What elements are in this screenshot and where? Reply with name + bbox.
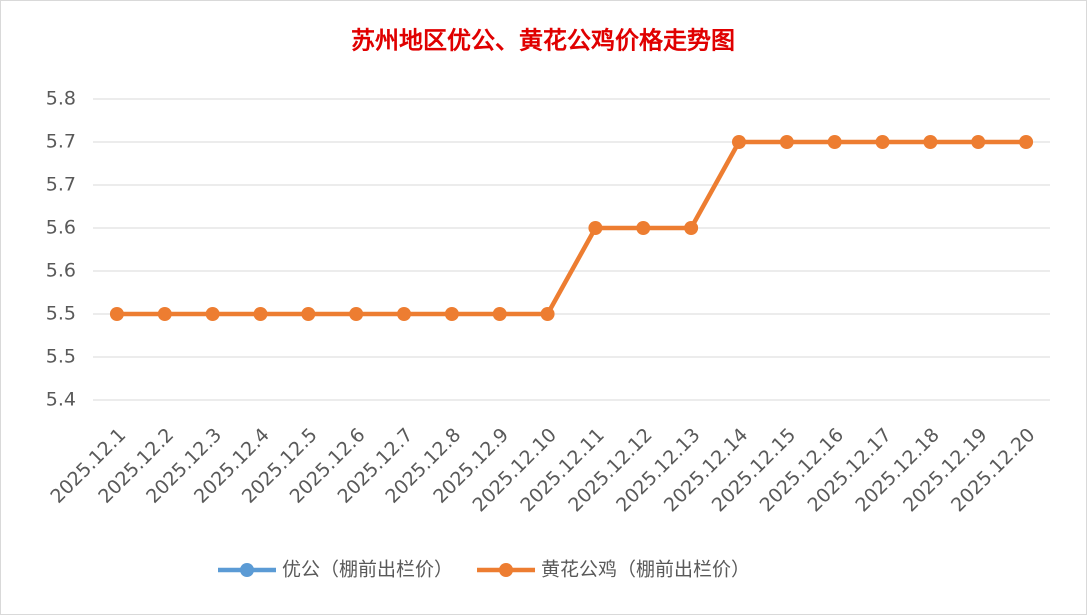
data-point [205,307,220,321]
y-tick-label: 5.5 [46,303,76,325]
y-tick-label: 5.7 [46,131,76,153]
data-point [397,307,412,321]
y-tick-label: 5.5 [46,346,76,368]
chart-title: 苏州地区优公、黄花公鸡价格走势图 [351,26,735,55]
series-line [116,139,1027,317]
data-point [971,135,986,149]
data-point [301,307,316,321]
y-tick-label: 5.6 [46,260,76,282]
data-point [731,135,746,149]
data-point [636,221,651,235]
data-point [109,307,124,321]
y-tick-label: 5.7 [46,174,76,196]
data-point [1019,135,1034,149]
data-point [923,135,938,149]
data-point [540,307,555,321]
data-point [444,307,459,321]
y-tick-label: 5.4 [46,389,76,411]
data-point [253,307,268,321]
y-tick-label: 5.8 [46,88,76,110]
data-point [779,135,794,149]
legend-label: 黄花公鸡（棚前出栏价） [541,559,750,581]
data-point [827,135,842,149]
data-point [684,221,699,235]
legend-item: 黄花公鸡（棚前出栏价） [477,559,750,581]
data-point [349,307,364,321]
legend-label: 优公（棚前出栏价） [282,559,453,581]
legend-marker [240,563,254,577]
y-tick-label: 5.6 [46,217,76,239]
data-point [875,135,890,149]
legend-marker [499,563,514,577]
data-point [588,221,603,235]
legend-item: 优公（棚前出栏价） [218,559,453,581]
data-point [157,307,172,321]
data-point [492,307,507,321]
